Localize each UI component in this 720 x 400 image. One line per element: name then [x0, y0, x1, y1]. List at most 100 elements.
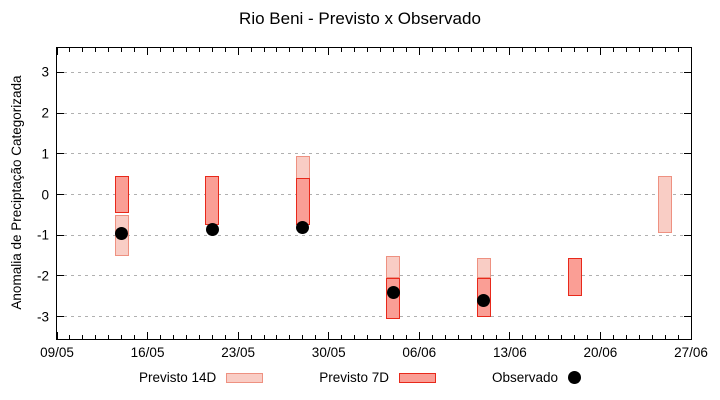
point-observado [115, 226, 129, 240]
x-tick-minor [250, 335, 252, 339]
x-tick-minor-top [302, 48, 304, 52]
y-tick-left [57, 316, 64, 318]
x-tick-minor-top [367, 48, 369, 52]
x-tick-minor [392, 335, 394, 339]
x-tick-major [328, 332, 330, 339]
point-observado [296, 220, 310, 234]
y-tick-right [684, 275, 691, 277]
x-tick-label: 27/06 [674, 345, 708, 360]
x-tick-major-top [690, 48, 692, 55]
x-tick-minor [625, 335, 627, 339]
y-tick-label: 3 [41, 64, 49, 80]
x-tick-minor-top [379, 48, 381, 52]
x-tick-minor [651, 335, 653, 339]
x-tick-minor [198, 335, 200, 339]
legend: Previsto 14D Previsto 7D Observado [0, 370, 720, 385]
y-tick-label: -3 [36, 309, 49, 325]
x-tick-minor-top [211, 48, 213, 52]
x-tick-major-top [147, 48, 149, 55]
x-tick-minor [121, 335, 123, 339]
x-tick-minor-top [134, 48, 136, 52]
bar-previsto-7d [205, 176, 220, 226]
x-tick-minor-top [625, 48, 627, 52]
x-tick-minor [574, 335, 576, 339]
x-tick-minor [211, 335, 213, 339]
x-tick-major [509, 332, 511, 339]
x-tick-minor-top [651, 48, 653, 52]
x-tick-minor-top [677, 48, 679, 52]
x-tick-minor [315, 335, 317, 339]
x-tick-major-top [56, 48, 58, 55]
x-tick-minor [379, 335, 381, 339]
x-tick-label: 09/05 [40, 345, 74, 360]
x-tick-minor-top [82, 48, 84, 52]
legend-item-previsto-14d: Previsto 14D [139, 370, 264, 385]
x-tick-minor [160, 335, 161, 339]
y-gridline [57, 316, 691, 318]
x-tick-major [599, 332, 601, 339]
x-tick-minor [367, 335, 369, 339]
x-tick-label: 20/06 [583, 345, 618, 360]
y-gridline [57, 234, 691, 236]
legend-swatch-previsto-7d [399, 372, 437, 383]
x-tick-major [690, 332, 692, 339]
x-tick-minor-top [612, 48, 614, 52]
point-observado [386, 285, 400, 299]
y-tick-left [57, 112, 64, 114]
x-tick-minor-top [561, 48, 563, 52]
chart-title: Rio Beni - Previsto x Observado [239, 9, 481, 28]
x-tick-minor [535, 335, 537, 339]
x-tick-minor [185, 335, 187, 339]
x-tick-minor [82, 335, 84, 339]
x-tick-minor-top [224, 48, 226, 52]
y-tick-label: -1 [36, 227, 49, 243]
bar-previsto-14d [386, 255, 401, 278]
x-tick-minor-top [95, 48, 97, 52]
x-tick-label: 30/05 [311, 345, 346, 360]
x-tick-minor-top [263, 48, 265, 52]
x-tick-minor-top [108, 48, 110, 52]
x-tick-minor-top [638, 48, 640, 52]
x-tick-minor [341, 335, 343, 339]
x-tick-minor [496, 335, 498, 339]
x-tick-minor-top [185, 48, 187, 52]
x-tick-minor [677, 335, 679, 339]
bar-previsto-7d [295, 178, 310, 226]
point-observado [205, 222, 219, 236]
y-tick-right [684, 112, 691, 114]
y-tick-left [57, 275, 64, 277]
x-tick-minor [405, 335, 407, 339]
x-tick-minor [69, 335, 71, 339]
x-tick-minor-top [664, 48, 666, 52]
x-tick-minor [664, 335, 666, 339]
x-tick-minor [561, 335, 563, 339]
y-gridline [57, 112, 691, 114]
y-tick-label: 1 [41, 146, 49, 162]
x-tick-label: 16/05 [130, 345, 165, 360]
x-tick-minor [522, 335, 524, 339]
x-tick-major [56, 332, 58, 339]
x-tick-minor-top [172, 48, 174, 52]
x-tick-minor [470, 335, 472, 339]
y-tick-label: 2 [41, 105, 49, 121]
legend-item-observado: Observado [492, 370, 582, 385]
y-gridline [57, 71, 691, 73]
legend-label-previsto-7d: Previsto 7D [319, 370, 390, 385]
x-tick-major [237, 332, 239, 339]
x-tick-minor-top [198, 48, 200, 52]
x-tick-minor [548, 335, 550, 339]
x-tick-minor [224, 335, 226, 339]
x-tick-minor-top [392, 48, 394, 52]
legend-dot-observado [568, 371, 582, 384]
x-tick-minor-top [444, 48, 446, 52]
x-tick-minor-top [341, 48, 343, 52]
y-tick-right [684, 316, 691, 318]
x-tick-label: 23/05 [221, 345, 256, 360]
x-tick-minor-top [276, 48, 278, 52]
x-tick-label: 13/06 [492, 345, 527, 360]
x-tick-minor-top [121, 48, 123, 52]
x-tick-minor-top [548, 48, 550, 52]
x-tick-minor [289, 335, 291, 339]
bar-previsto-14d [658, 176, 673, 234]
